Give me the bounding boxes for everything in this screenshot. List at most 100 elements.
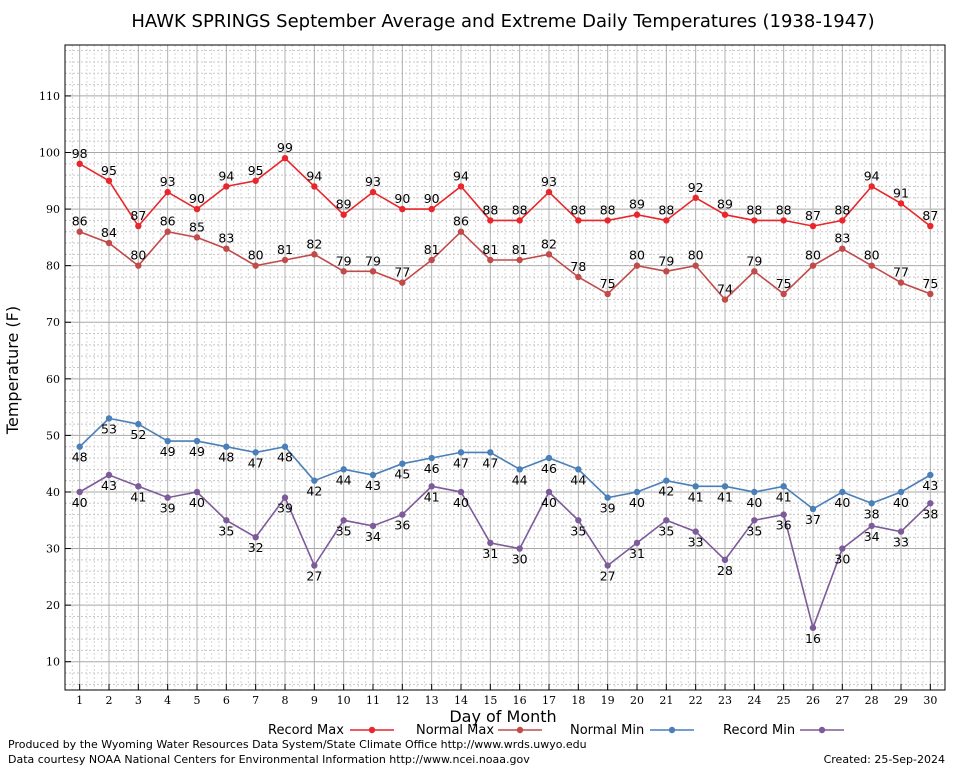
series-group: 98 95 87 93 90 94 95 99 94 89 93 90 90 94 88 88 93 88 88 89… bbox=[72, 140, 939, 646]
y-tick-label: 80 bbox=[46, 260, 60, 273]
data-point bbox=[809, 222, 817, 230]
data-point bbox=[604, 217, 611, 224]
data-label: 49 bbox=[160, 444, 176, 459]
y-tick-label: 60 bbox=[46, 373, 60, 386]
data-point bbox=[311, 562, 318, 569]
data-point bbox=[692, 194, 699, 201]
data-label: 42 bbox=[306, 484, 322, 499]
data-label: 41 bbox=[776, 489, 792, 504]
x-tick-label: 10 bbox=[337, 694, 351, 707]
x-tick-label: 28 bbox=[865, 694, 879, 707]
data-label: 39 bbox=[600, 501, 616, 516]
data-label: 90 bbox=[189, 191, 205, 206]
data-point bbox=[193, 234, 201, 241]
data-label: 83 bbox=[834, 231, 850, 246]
data-label: 30 bbox=[512, 552, 528, 567]
x-tick-label: 1 bbox=[76, 694, 83, 707]
series-normal-min: 48 53 52 49 49 48 47 48 42 44 43 45 46 47 47 44 46 44 39 40… bbox=[72, 415, 938, 527]
data-point bbox=[721, 483, 729, 490]
data-label: 79 bbox=[365, 253, 381, 268]
data-point bbox=[223, 183, 230, 190]
data-point bbox=[780, 217, 787, 224]
data-label: 30 bbox=[834, 552, 850, 567]
data-label: 94 bbox=[306, 168, 322, 183]
data-label: 40 bbox=[541, 495, 557, 510]
x-tick-label: 20 bbox=[630, 694, 644, 707]
data-point bbox=[663, 268, 670, 275]
x-tick-label: 26 bbox=[806, 694, 820, 707]
data-point bbox=[927, 290, 934, 298]
data-point bbox=[751, 268, 758, 275]
data-label: 82 bbox=[306, 236, 322, 251]
data-label: 95 bbox=[248, 163, 264, 178]
x-tick-label: 21 bbox=[659, 694, 673, 707]
data-point bbox=[76, 228, 83, 235]
legend-label: Record Min bbox=[723, 723, 795, 738]
x-tick-label: 22 bbox=[689, 694, 703, 707]
x-tick-label: 16 bbox=[513, 694, 527, 707]
chart-title: HAWK SPRINGS September Average and Extre… bbox=[131, 11, 874, 32]
data-label: 36 bbox=[776, 518, 792, 533]
data-label: 88 bbox=[746, 202, 762, 217]
data-label: 40 bbox=[453, 495, 469, 510]
data-point bbox=[575, 466, 582, 473]
y-tick-label: 50 bbox=[46, 429, 60, 442]
data-label: 37 bbox=[805, 512, 821, 527]
data-label: 47 bbox=[248, 455, 264, 470]
data-label: 39 bbox=[277, 501, 293, 516]
data-point bbox=[516, 466, 523, 473]
series-line bbox=[79, 474, 931, 631]
data-point bbox=[105, 471, 113, 479]
data-point bbox=[76, 488, 83, 496]
data-label: 36 bbox=[394, 518, 410, 533]
data-label: 81 bbox=[482, 242, 498, 257]
data-label: 88 bbox=[570, 202, 586, 217]
data-label: 85 bbox=[189, 219, 205, 234]
series-line bbox=[79, 417, 931, 510]
data-label: 92 bbox=[688, 180, 704, 195]
data-point bbox=[193, 437, 201, 445]
data-label: 40 bbox=[72, 495, 88, 510]
data-point bbox=[839, 245, 846, 252]
x-tick-label: 13 bbox=[425, 694, 439, 707]
footer-created: Created: 25-Sep-2024 bbox=[824, 753, 945, 766]
data-point bbox=[281, 256, 289, 264]
data-label: 48 bbox=[218, 450, 234, 465]
data-point bbox=[897, 488, 905, 496]
data-point bbox=[164, 228, 171, 235]
legend-marker bbox=[818, 726, 826, 734]
data-point bbox=[487, 449, 494, 456]
x-tick-label: 23 bbox=[718, 694, 732, 707]
series-line bbox=[79, 157, 931, 228]
x-tick-label: 18 bbox=[571, 694, 585, 707]
data-label: 79 bbox=[336, 253, 352, 268]
data-point bbox=[575, 273, 582, 281]
data-point bbox=[868, 183, 875, 190]
data-label: 46 bbox=[424, 461, 440, 476]
series-record-min: 40 43 41 39 40 35 32 39 27 35 34 36 41 40 31 30 40 35 27 31… bbox=[72, 471, 938, 646]
data-point bbox=[311, 251, 318, 258]
data-label: 43 bbox=[365, 478, 381, 493]
data-point bbox=[428, 205, 435, 213]
data-label: 16 bbox=[805, 631, 821, 646]
data-point bbox=[516, 217, 523, 224]
x-tick-label: 14 bbox=[454, 694, 468, 707]
data-label: 52 bbox=[130, 427, 146, 442]
data-point bbox=[839, 488, 846, 496]
data-point bbox=[135, 420, 142, 428]
data-point bbox=[897, 279, 905, 286]
data-label: 87 bbox=[922, 208, 938, 223]
data-label: 94 bbox=[453, 168, 469, 183]
data-point bbox=[340, 268, 347, 275]
data-point bbox=[868, 262, 875, 269]
x-tick-label: 5 bbox=[194, 694, 201, 707]
data-point bbox=[516, 545, 523, 552]
data-label: 47 bbox=[453, 455, 469, 470]
data-point bbox=[457, 228, 465, 235]
data-point bbox=[399, 279, 406, 286]
data-point bbox=[340, 466, 347, 473]
y-tick-label: 20 bbox=[46, 599, 60, 612]
data-label: 93 bbox=[160, 174, 176, 189]
data-label: 82 bbox=[541, 236, 557, 251]
data-point bbox=[751, 517, 758, 524]
